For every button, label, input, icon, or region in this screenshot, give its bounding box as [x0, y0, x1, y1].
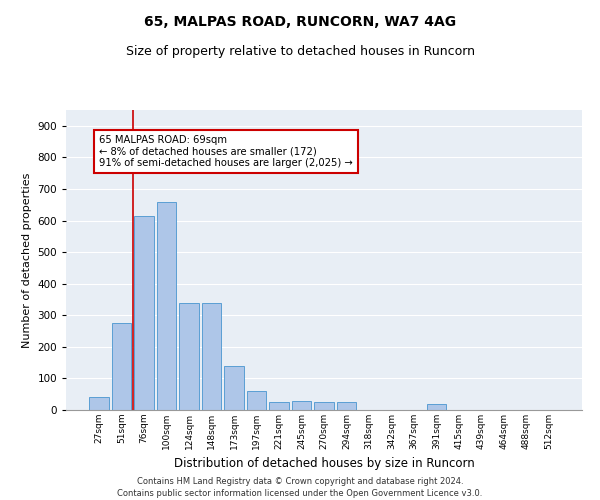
Bar [269, 402, 289, 410]
Bar [427, 404, 446, 410]
Text: Size of property relative to detached houses in Runcorn: Size of property relative to detached ho… [125, 45, 475, 58]
Bar [292, 400, 311, 410]
Text: Contains HM Land Registry data © Crown copyright and database right 2024.: Contains HM Land Registry data © Crown c… [137, 478, 463, 486]
Bar [202, 302, 221, 410]
Bar [179, 302, 199, 410]
Bar [224, 366, 244, 410]
Text: 65, MALPAS ROAD, RUNCORN, WA7 4AG: 65, MALPAS ROAD, RUNCORN, WA7 4AG [144, 15, 456, 29]
Text: Contains public sector information licensed under the Open Government Licence v3: Contains public sector information licen… [118, 489, 482, 498]
Bar [112, 323, 131, 410]
X-axis label: Distribution of detached houses by size in Runcorn: Distribution of detached houses by size … [173, 458, 475, 470]
Bar [89, 398, 109, 410]
Y-axis label: Number of detached properties: Number of detached properties [22, 172, 32, 348]
Bar [157, 202, 176, 410]
Bar [134, 216, 154, 410]
Text: 65 MALPAS ROAD: 69sqm
← 8% of detached houses are smaller (172)
91% of semi-deta: 65 MALPAS ROAD: 69sqm ← 8% of detached h… [100, 136, 353, 168]
Bar [314, 402, 334, 410]
Bar [337, 402, 356, 410]
Bar [247, 391, 266, 410]
